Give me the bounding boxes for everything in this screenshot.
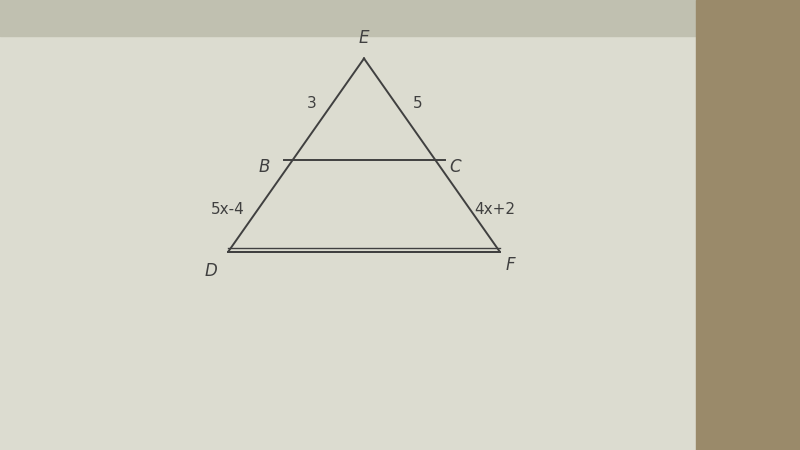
Text: 5: 5	[413, 96, 422, 111]
Bar	[0, 0, 704, 450]
Bar	[696, 0, 800, 450]
Bar	[0, 0, 800, 36]
Text: B: B	[259, 158, 270, 176]
Text: F: F	[506, 256, 515, 274]
Text: D: D	[205, 262, 218, 280]
Text: E: E	[358, 29, 370, 47]
Text: C: C	[450, 158, 462, 176]
Text: 5x-4: 5x-4	[211, 202, 245, 217]
Text: 3: 3	[307, 96, 317, 111]
Text: 4x+2: 4x+2	[474, 202, 515, 217]
